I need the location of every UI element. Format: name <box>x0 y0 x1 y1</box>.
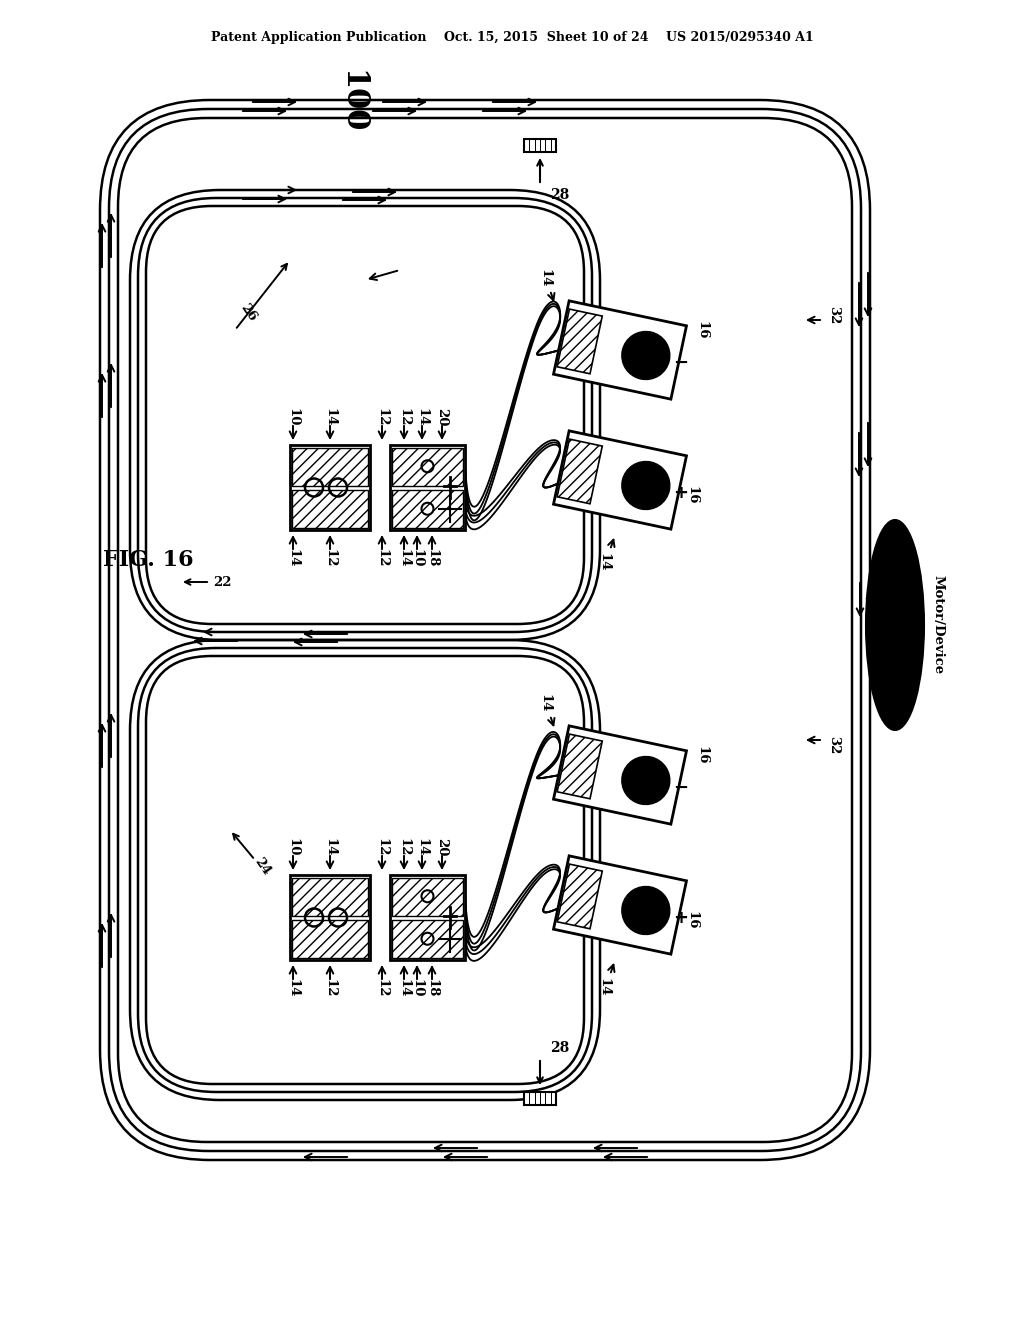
Text: 20: 20 <box>435 838 449 857</box>
Bar <box>557 440 602 504</box>
Bar <box>554 301 686 399</box>
Circle shape <box>622 756 670 804</box>
Text: 14: 14 <box>539 694 552 713</box>
Text: 10: 10 <box>287 838 299 857</box>
Text: 10: 10 <box>287 408 299 426</box>
Text: 14: 14 <box>397 978 411 997</box>
Bar <box>557 734 602 799</box>
Text: 12: 12 <box>376 549 388 568</box>
Text: 22: 22 <box>213 576 231 589</box>
Text: 12: 12 <box>376 408 388 426</box>
Text: 20: 20 <box>435 408 449 426</box>
Bar <box>392 920 463 958</box>
Bar <box>390 445 465 531</box>
Text: 14: 14 <box>397 549 411 568</box>
Text: 18: 18 <box>426 979 438 997</box>
Text: −: − <box>606 764 623 783</box>
Bar <box>557 309 602 374</box>
Text: 16: 16 <box>695 321 709 339</box>
Text: 28: 28 <box>550 1041 569 1055</box>
Text: 12: 12 <box>376 978 388 997</box>
Text: −: − <box>674 354 688 372</box>
Bar <box>554 726 686 824</box>
Text: Patent Application Publication    Oct. 15, 2015  Sheet 10 of 24    US 2015/02953: Patent Application Publication Oct. 15, … <box>211 30 813 44</box>
Bar <box>557 865 602 929</box>
Text: 18: 18 <box>426 549 438 568</box>
Bar <box>392 878 463 916</box>
Bar <box>292 878 368 916</box>
Text: 14: 14 <box>416 838 428 857</box>
Text: 14: 14 <box>539 269 552 288</box>
Circle shape <box>622 887 670 935</box>
Bar <box>292 490 368 528</box>
Text: 14: 14 <box>416 408 428 426</box>
Bar <box>292 447 368 486</box>
Text: 32: 32 <box>827 306 841 325</box>
Text: 12: 12 <box>397 838 411 857</box>
Bar <box>390 875 465 960</box>
Text: Motor/Device: Motor/Device <box>931 576 944 675</box>
Bar <box>392 490 463 528</box>
Text: +: + <box>674 484 688 502</box>
Text: 16: 16 <box>685 911 698 929</box>
Text: 10: 10 <box>411 979 424 997</box>
Circle shape <box>622 331 670 379</box>
Text: 12: 12 <box>324 978 337 997</box>
Text: 26: 26 <box>238 302 259 325</box>
Bar <box>524 1092 556 1105</box>
Text: 14: 14 <box>287 978 299 997</box>
Bar <box>292 920 368 958</box>
Text: 12: 12 <box>397 408 411 426</box>
Text: +: + <box>606 894 623 913</box>
Text: 100: 100 <box>337 70 368 133</box>
Circle shape <box>622 462 670 510</box>
Bar <box>290 445 370 531</box>
Text: FIG. 16: FIG. 16 <box>102 549 194 572</box>
Text: 28: 28 <box>550 187 569 202</box>
Text: +: + <box>674 909 688 927</box>
Text: 12: 12 <box>376 838 388 857</box>
Text: 14: 14 <box>597 978 610 997</box>
Bar <box>554 430 686 529</box>
Text: 14: 14 <box>597 553 610 572</box>
Bar <box>524 139 556 152</box>
Text: −: − <box>674 779 688 797</box>
Text: 24: 24 <box>251 855 272 878</box>
Text: 16: 16 <box>685 486 698 504</box>
Text: 14: 14 <box>324 408 337 426</box>
Text: −: − <box>606 339 623 358</box>
Text: 12: 12 <box>324 549 337 568</box>
Text: 10: 10 <box>411 549 424 568</box>
Bar <box>392 447 463 486</box>
Bar <box>554 855 686 954</box>
Text: +: + <box>606 469 623 488</box>
Text: 32: 32 <box>827 735 841 754</box>
Bar <box>290 875 370 960</box>
Text: 14: 14 <box>287 549 299 568</box>
Text: 14: 14 <box>324 838 337 857</box>
Text: 16: 16 <box>695 746 709 764</box>
Ellipse shape <box>866 520 924 730</box>
